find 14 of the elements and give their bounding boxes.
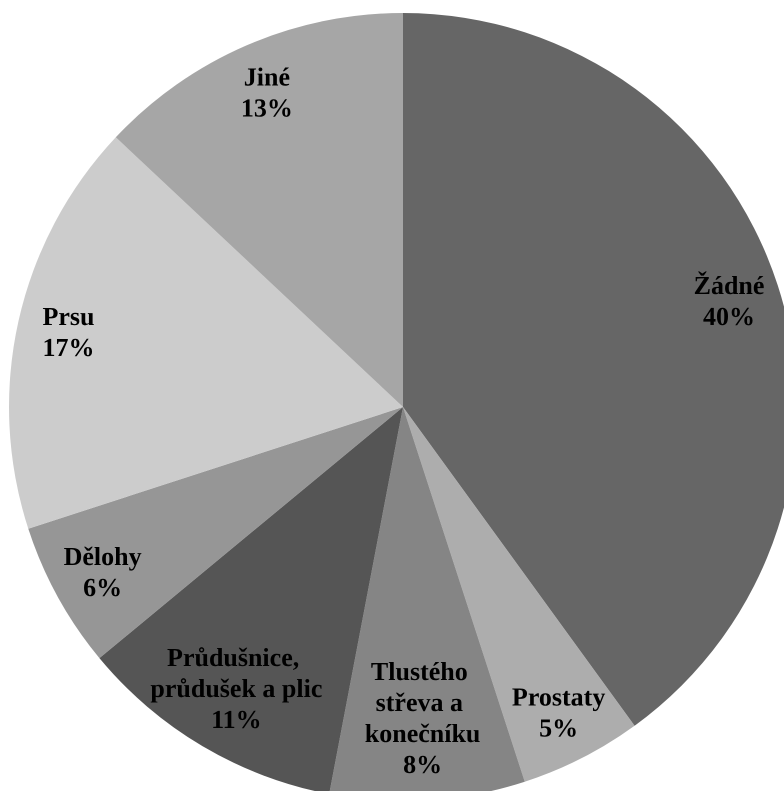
slice-label: Jiné	[244, 62, 290, 92]
slice-label: Prostaty	[512, 682, 606, 712]
data-label: 5%	[539, 713, 578, 742]
data-label: 13%	[240, 93, 293, 122]
data-label: 6%	[83, 573, 122, 602]
slice-label: Dělohy	[64, 542, 142, 572]
data-label: 40%	[703, 302, 756, 332]
slice-label: Prsu	[42, 302, 94, 332]
slice-label: Žádné	[694, 271, 764, 300]
slice-label: Průdušnice, průdušek a plic	[150, 643, 322, 704]
data-label: 11%	[211, 705, 262, 734]
data-label: 8%	[403, 750, 442, 780]
data-label: 17%	[42, 333, 94, 362]
slice-label: Tlustého střeva a konečníku	[364, 657, 480, 748]
